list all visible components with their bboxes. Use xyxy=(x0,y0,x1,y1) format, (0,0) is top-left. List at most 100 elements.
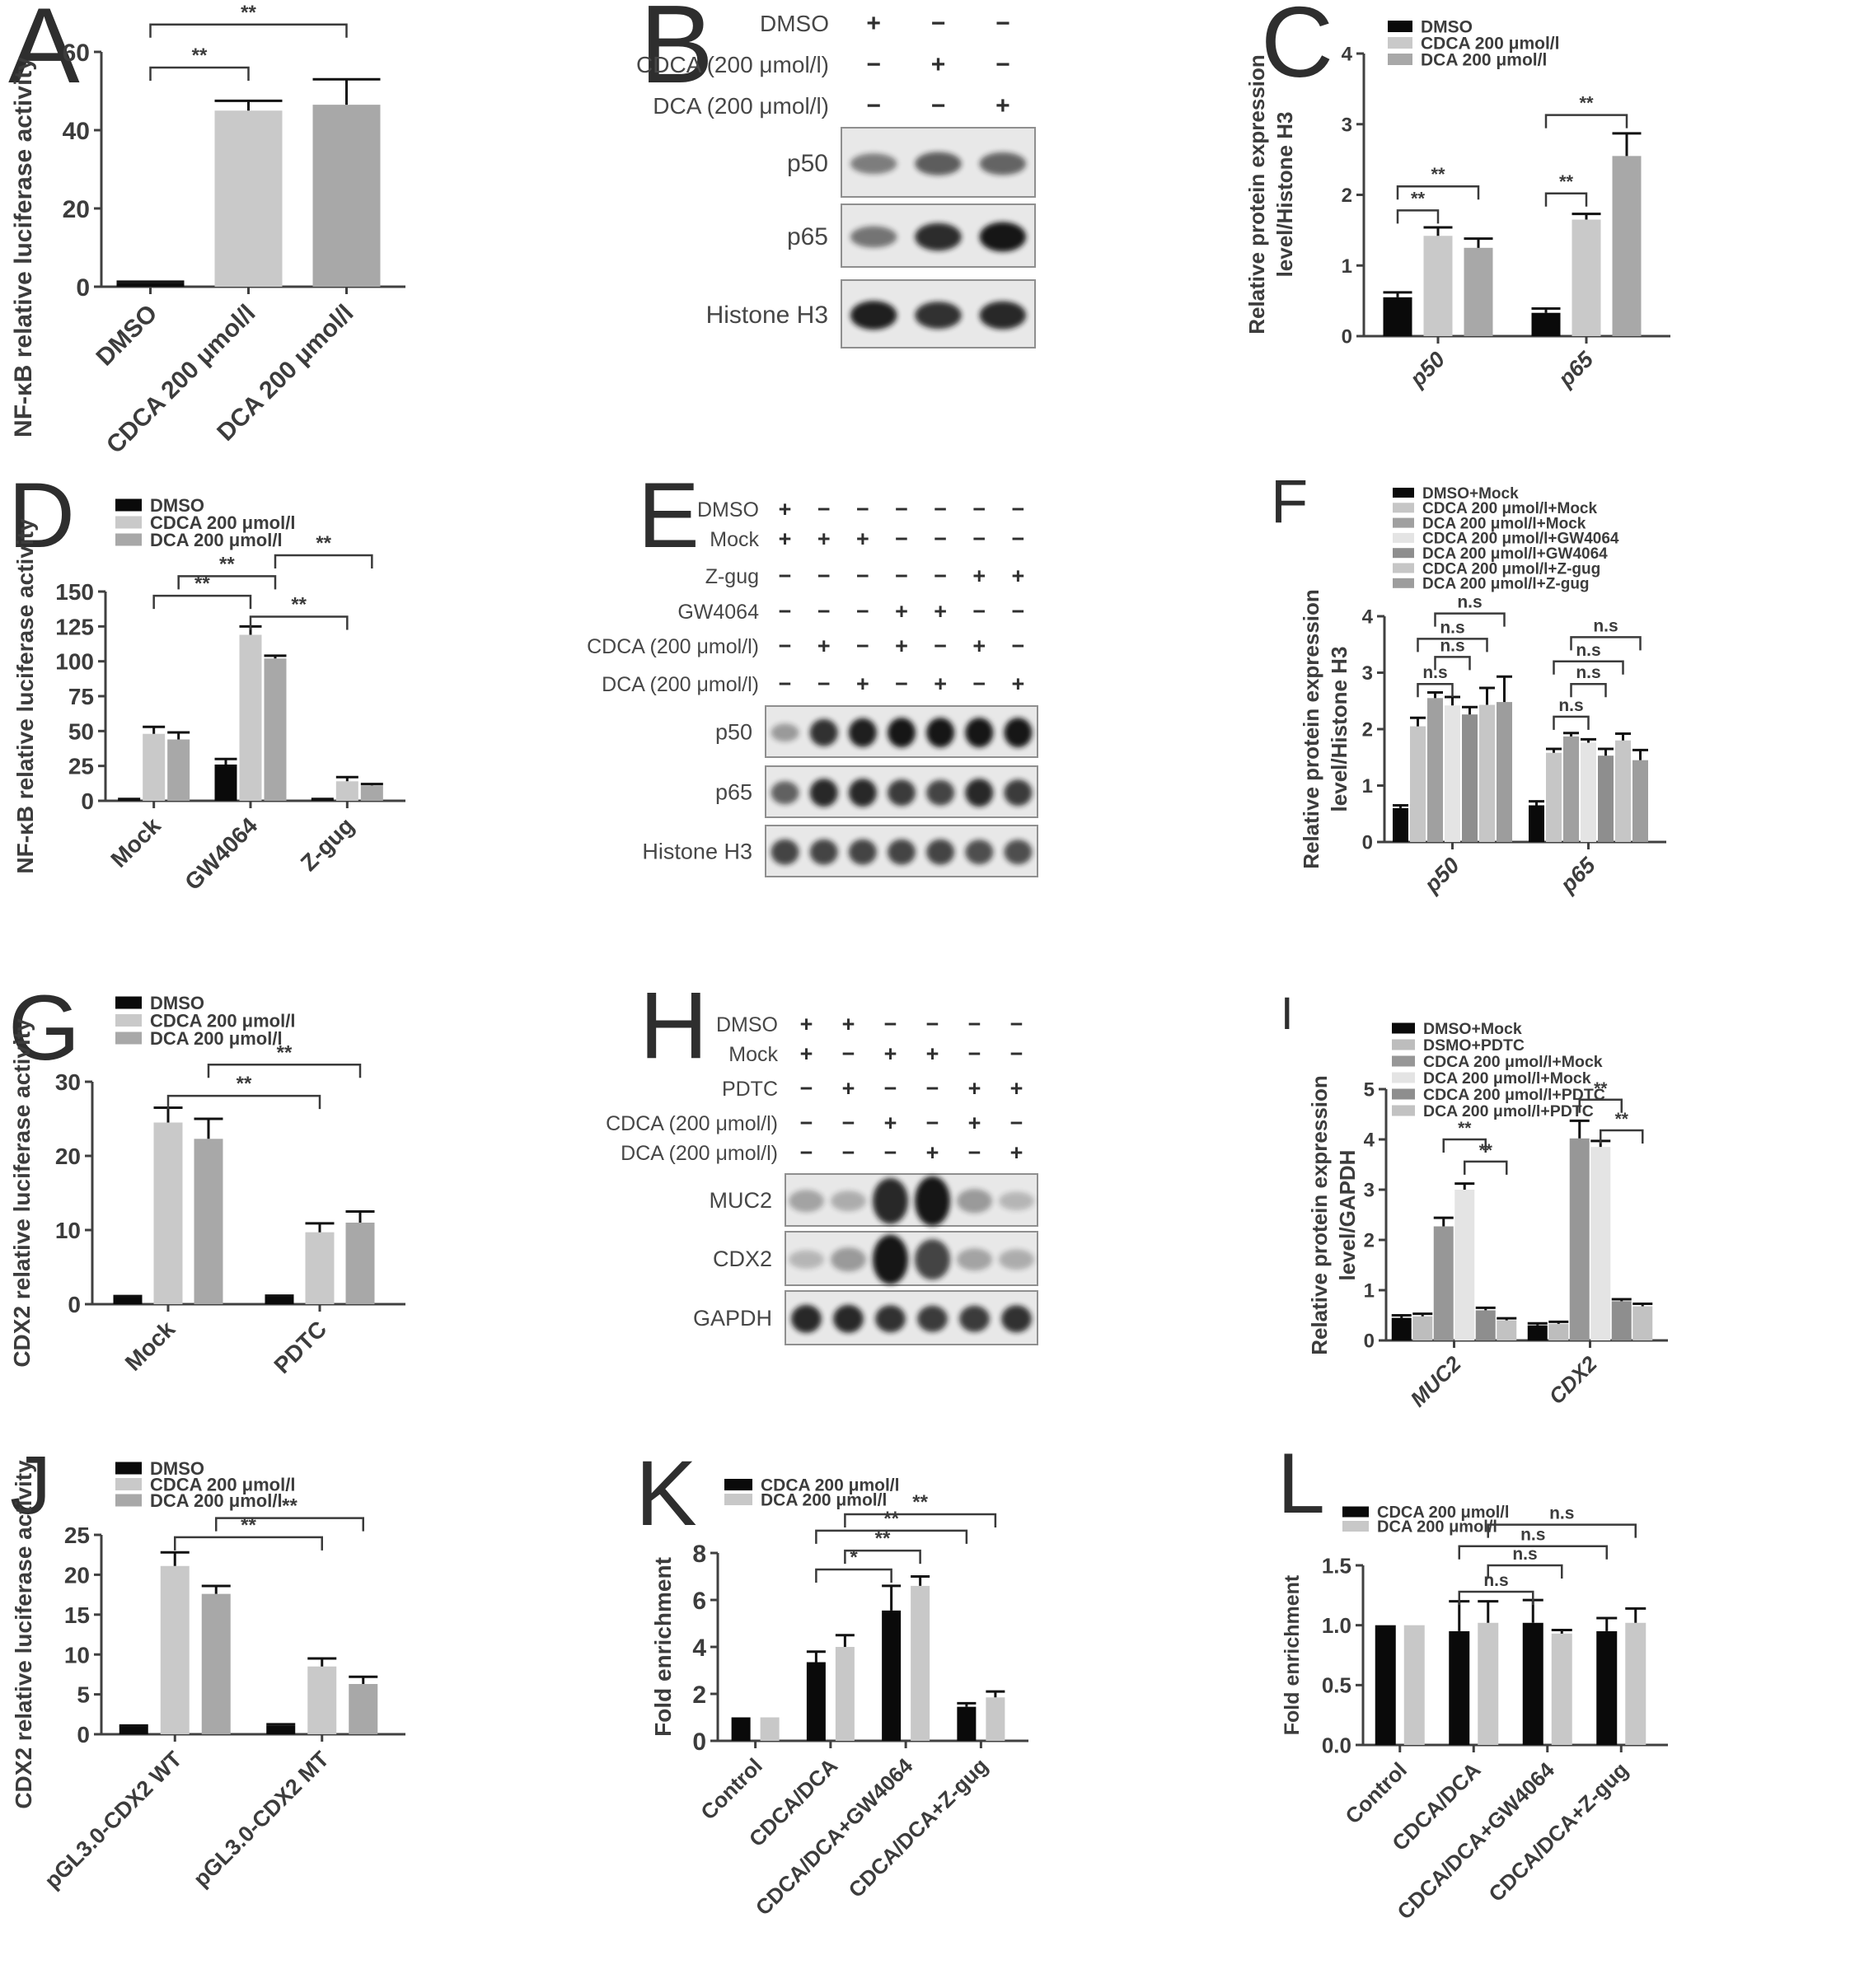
protein-label: p65 xyxy=(715,780,752,805)
condition-sign: − xyxy=(934,497,947,522)
x-category-label: CDCA/DCA+Z-gug xyxy=(1483,1757,1632,1906)
legend-label: DMSO xyxy=(150,1458,204,1479)
blot-band xyxy=(789,1250,824,1270)
significance-label: ** xyxy=(1411,188,1426,208)
bar xyxy=(312,105,381,287)
significance-label: n.s xyxy=(1520,1526,1545,1545)
panel-d: D 0 25 50 75 100 125 150 Mock GW4064 Z-gug NF-κB r… xyxy=(0,461,623,972)
blot-band xyxy=(831,1247,866,1272)
blot-band xyxy=(873,1234,908,1284)
error-bar xyxy=(335,775,358,782)
condition-label: CDCA (200 μmol/l) xyxy=(587,635,759,658)
legend-swatch xyxy=(115,516,142,529)
x-category-label: CDCA/DCA+Z-gug xyxy=(844,1753,993,1902)
condition-sign: + xyxy=(895,634,908,658)
condition-sign: + xyxy=(934,671,947,696)
error-bar xyxy=(113,1294,143,1298)
condition-sign: + xyxy=(884,1041,897,1066)
y-axis-label: Fold enrichment xyxy=(1281,1574,1304,1735)
protein-label: Histone H3 xyxy=(642,840,752,864)
condition-sign: − xyxy=(779,599,792,624)
y-tick-label: 2 xyxy=(692,1682,706,1709)
condition-sign: − xyxy=(926,1012,939,1036)
significance-label: n.s xyxy=(1558,696,1583,715)
condition-sign: − xyxy=(800,1076,813,1101)
condition-sign: − xyxy=(895,671,908,696)
error-bar xyxy=(1478,1600,1499,1623)
condition-sign: − xyxy=(1010,1041,1024,1066)
protein-label: GAPDH xyxy=(693,1306,772,1331)
error-bar xyxy=(1632,748,1648,760)
error-bar xyxy=(305,1222,335,1233)
legend-swatch xyxy=(115,1031,142,1045)
condition-sign: + xyxy=(931,51,946,78)
significance-bracket xyxy=(1396,209,1440,224)
y-tick-label: 4 xyxy=(1342,44,1353,66)
condition-sign: + xyxy=(800,1041,813,1066)
legend-label: DCA 200 μmol/l+PDTC xyxy=(1423,1102,1594,1120)
significance-label: ** xyxy=(282,1495,297,1518)
panel-b-letter: B xyxy=(639,0,714,106)
significance-bracket xyxy=(1442,1138,1487,1153)
error-bar xyxy=(307,1657,337,1667)
bar xyxy=(214,110,283,287)
x-category-label: p65 xyxy=(1553,346,1599,392)
blot-strip xyxy=(785,1231,1038,1286)
y-tick-label: 8 xyxy=(692,1541,706,1568)
y-axis-label: NF-κB relative luciferase activity xyxy=(12,518,38,874)
legend-swatch xyxy=(1393,488,1414,498)
error-bar xyxy=(882,1584,902,1611)
y-tick-label: 4 xyxy=(692,1635,706,1662)
legend-swatch xyxy=(1388,21,1412,32)
significance-bracket xyxy=(844,1513,997,1527)
condition-sign: − xyxy=(856,634,869,658)
x-category-label: Control xyxy=(696,1753,767,1825)
legend-label: DSMO+PDTC xyxy=(1423,1036,1525,1055)
significance-bracket xyxy=(1417,682,1454,698)
legend-swatch xyxy=(1388,54,1412,65)
y-tick-label: 1.5 xyxy=(1322,1553,1351,1578)
significance-bracket xyxy=(1553,660,1624,675)
error-bar xyxy=(349,1675,378,1685)
panel-c: C 0 1 2 3 4 p50 p65 Relative protein expression… xyxy=(1244,0,1869,461)
y-tick-label: 3 xyxy=(1364,1180,1375,1202)
condition-sign: − xyxy=(842,1041,855,1066)
bar xyxy=(116,283,185,287)
bar xyxy=(806,1662,826,1741)
legend-swatch xyxy=(115,1494,142,1507)
condition-label: DCA (200 μmol/l) xyxy=(621,1142,778,1165)
bar xyxy=(760,1717,780,1741)
blot-band xyxy=(809,779,838,807)
bar xyxy=(1632,1306,1653,1340)
panel-d-letter: D xyxy=(8,464,75,567)
panel-f-chart: 0 1 2 3 4 p50 p65 Relative protein expression le… xyxy=(1299,485,1666,898)
significance-label: ** xyxy=(291,593,307,615)
blot-band xyxy=(965,718,994,748)
y-tick-label: 15 xyxy=(64,1602,90,1628)
panel-a-letter: A xyxy=(8,0,80,105)
bar xyxy=(1596,1630,1618,1745)
panel-b-western-blot: DMSO + − − CDCA (200 μmol/l) − + − DCA (200 μmol… xyxy=(636,10,1036,348)
significance-label: n.s xyxy=(1483,1571,1508,1590)
condition-sign: + xyxy=(968,1076,981,1101)
blot-band xyxy=(965,840,994,865)
legend-swatch xyxy=(724,1494,752,1505)
blot-band xyxy=(1004,779,1033,807)
bar xyxy=(345,1223,375,1304)
error-bar xyxy=(1563,732,1579,737)
error-bar xyxy=(1546,747,1562,753)
error-bar xyxy=(1383,291,1412,297)
bar xyxy=(143,733,166,801)
condition-sign: − xyxy=(895,497,908,522)
legend-swatch xyxy=(1393,517,1414,528)
significance-label: n.s xyxy=(1576,641,1600,660)
error-bar xyxy=(1445,695,1460,706)
error-bar xyxy=(311,798,334,801)
condition-sign: + xyxy=(1012,564,1025,588)
bar xyxy=(986,1697,1005,1741)
blot-strip xyxy=(785,1290,1038,1345)
bar xyxy=(1551,1633,1572,1745)
significance-bracket xyxy=(815,1568,892,1583)
y-tick-label: 125 xyxy=(55,614,94,639)
x-category-label: Control xyxy=(1340,1757,1412,1829)
